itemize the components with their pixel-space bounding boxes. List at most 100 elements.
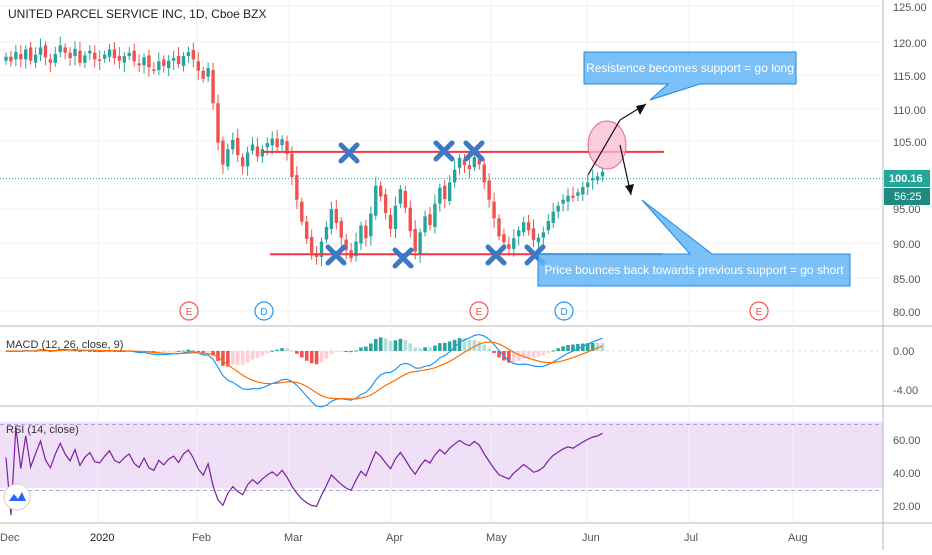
macd-histogram-bar <box>226 351 230 367</box>
price-tick: 85.00 <box>893 274 921 286</box>
candle-body <box>344 239 348 251</box>
candle-body <box>418 232 422 254</box>
dividend-event-icon <box>254 301 274 321</box>
macd-histogram-bar <box>181 350 186 352</box>
candle-body <box>546 220 550 231</box>
macd-histogram-bar <box>339 351 344 352</box>
price-tick: 80.00 <box>893 307 921 319</box>
macd-histogram-bar <box>413 347 417 351</box>
short-callout-box <box>537 199 851 287</box>
macd-histogram-bar <box>418 348 422 351</box>
tradingview-logo[interactable] <box>3 483 31 511</box>
candle-body <box>438 187 442 204</box>
candle-body <box>556 205 560 212</box>
event-letter: D <box>260 307 267 318</box>
macd-histogram-bar <box>364 346 368 351</box>
x-marker <box>392 247 414 269</box>
candle-body <box>354 241 358 257</box>
candle-body <box>403 191 408 208</box>
macd-histogram-bar <box>576 344 580 351</box>
macd-histogram-bar <box>88 350 92 352</box>
price-tick: 105.00 <box>893 137 927 149</box>
macd-histogram-bar <box>585 343 590 351</box>
macd-histogram-bar <box>324 351 329 359</box>
macd-histogram-bar <box>285 348 289 351</box>
time-axis[interactable]: Dec 2020 Feb Mar Apr May Jun Jul Aug <box>0 532 808 544</box>
candle-body <box>600 171 605 177</box>
macd-histogram-bar <box>240 351 245 365</box>
macd-histogram-bar <box>309 351 314 364</box>
macd-histogram-bar <box>300 351 304 358</box>
macd-histogram-bar <box>349 351 353 353</box>
macd-histogram-bar <box>334 351 339 352</box>
candle-body <box>428 214 432 225</box>
rsi-tick: 60.00 <box>893 435 921 447</box>
macd-histogram-bar <box>92 351 97 352</box>
candle-body <box>290 153 294 178</box>
candle-body <box>536 237 541 243</box>
candle-body <box>398 189 403 204</box>
logo-circle <box>3 483 31 511</box>
candle-body <box>433 203 437 227</box>
macd-tick: 0.00 <box>893 346 914 358</box>
macd-histogram-bar <box>452 339 457 351</box>
macd-histogram-bar <box>590 342 595 351</box>
earnings-event-icon <box>469 301 489 321</box>
candle-body <box>28 47 33 61</box>
candle-body <box>221 140 225 165</box>
macd-histogram-bar <box>280 348 284 351</box>
candle-body <box>329 209 334 229</box>
candle-body <box>595 176 600 181</box>
candle-body <box>171 58 176 61</box>
candle-body <box>132 50 136 62</box>
candle-body <box>364 225 368 239</box>
candle-body <box>359 225 363 244</box>
macd-histogram-bar <box>472 339 477 351</box>
macd-histogram-bar <box>196 351 201 352</box>
macd-histogram-bar <box>507 351 511 363</box>
macd-histogram-bar <box>378 337 383 351</box>
macd-histogram-bar <box>270 350 275 352</box>
candle-body <box>201 70 205 79</box>
candle-body <box>83 55 87 63</box>
candle-body <box>408 207 412 231</box>
candle-body <box>482 164 486 183</box>
candle-body <box>265 143 269 148</box>
macd-histogram-bar <box>467 339 472 351</box>
candle-body <box>502 234 506 243</box>
candle-body <box>319 241 324 257</box>
macd-histogram-bar <box>161 351 166 353</box>
macd-histogram-bar <box>423 347 427 351</box>
candle-body <box>14 52 18 60</box>
current-price-label: 100.16 <box>889 173 923 185</box>
macd-histogram-bar <box>408 343 413 351</box>
time-label: Jun <box>582 532 600 544</box>
candle-body <box>452 169 457 183</box>
time-label: 2020 <box>90 532 114 544</box>
macd-histogram-bar <box>438 343 442 351</box>
time-label: Apr <box>386 532 403 544</box>
x-marker <box>325 244 347 266</box>
price-axis[interactable]: 125.00 120.00 115.00 110.00 105.00 95.00… <box>884 2 930 319</box>
macd-histogram-bar <box>482 344 487 351</box>
candle-body <box>78 50 82 63</box>
event-letter: E <box>756 307 763 318</box>
candle-body <box>492 201 496 219</box>
macd-histogram-bar <box>260 351 265 356</box>
macd-histogram-bar <box>497 351 501 358</box>
rsi-tick: 40.00 <box>893 468 921 480</box>
macd-histogram-bar <box>521 351 526 359</box>
time-label: Jul <box>684 532 698 544</box>
candle-body <box>53 54 57 63</box>
macd-histogram-bar <box>571 344 575 351</box>
candle-body <box>378 185 383 197</box>
candle-body <box>541 232 546 238</box>
candle-body <box>226 149 230 167</box>
candle-body <box>285 141 289 154</box>
candle-body <box>162 59 166 67</box>
candle-body <box>43 45 48 58</box>
candle-body <box>93 52 97 60</box>
time-label: Feb <box>192 532 211 544</box>
candle-body <box>137 63 141 66</box>
